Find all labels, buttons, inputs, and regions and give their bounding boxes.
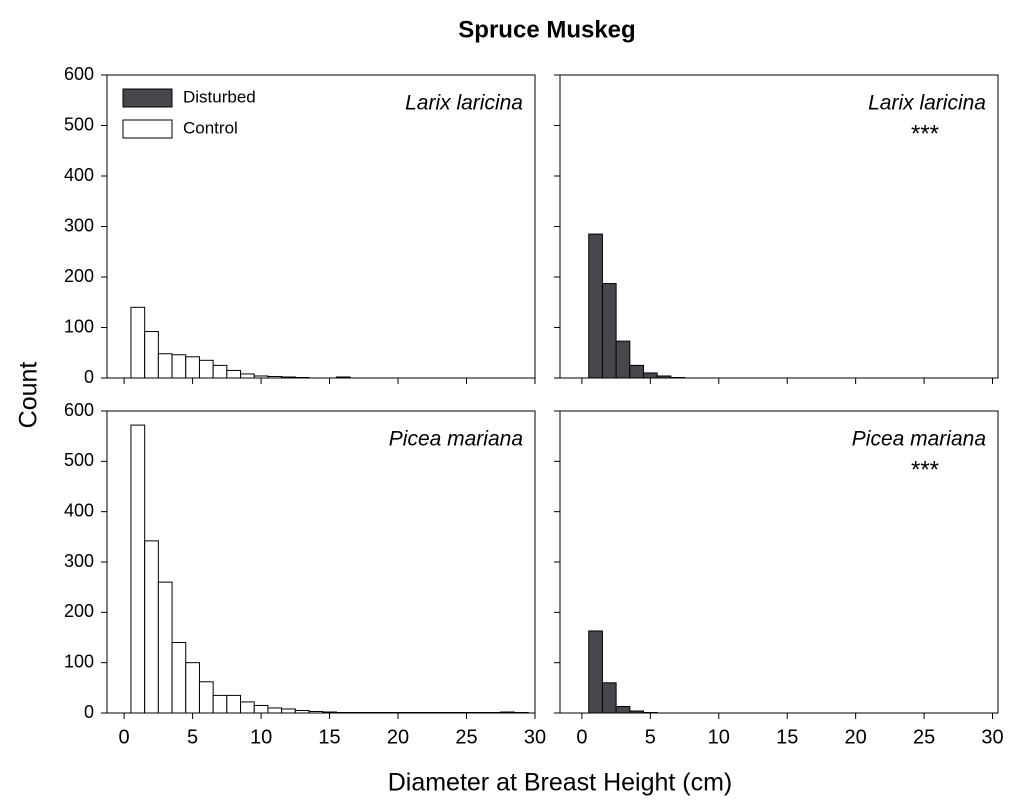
histogram-bar <box>130 306 146 379</box>
x-tick-label: 30 <box>981 726 1003 748</box>
y-tick-label: 600 <box>64 64 94 84</box>
histogram-bar <box>588 233 603 379</box>
histogram-bar <box>390 711 406 714</box>
histogram-bar <box>322 711 337 714</box>
histogram-bar <box>212 694 228 714</box>
histogram-bar <box>418 711 433 714</box>
histogram-bar <box>157 581 173 714</box>
x-tick-label: 5 <box>645 726 656 748</box>
histogram-bar <box>431 711 447 714</box>
histogram-bar <box>294 709 310 714</box>
histogram-bar <box>656 375 672 379</box>
histogram-bar <box>294 376 310 379</box>
histogram-bar <box>253 704 269 714</box>
histogram-bar <box>226 369 242 379</box>
histogram-bar <box>588 630 603 714</box>
panel-label: Larix laricina <box>405 92 523 115</box>
x-tick-label: 20 <box>387 726 409 748</box>
x-tick-label: 15 <box>318 726 340 748</box>
panel-label: Picea mariana <box>389 428 523 451</box>
x-axis-label: Diameter at Breast Height (cm) <box>388 769 733 797</box>
x-tick-label: 15 <box>776 726 798 748</box>
histogram-bar <box>459 711 474 714</box>
x-tick-label: 0 <box>576 726 587 748</box>
histogram-bar <box>267 375 283 379</box>
histogram-bar <box>642 372 658 379</box>
y-tick-label: 100 <box>64 651 94 671</box>
histogram-bar <box>349 711 365 714</box>
histogram-bar <box>226 694 242 714</box>
significance: *** <box>911 120 939 147</box>
histogram-bar <box>376 711 392 714</box>
histogram-bar <box>198 681 214 714</box>
x-tick-label: 5 <box>187 726 198 748</box>
y-tick-label: 600 <box>64 400 94 420</box>
histogram-bar <box>472 711 488 714</box>
y-tick-label: 200 <box>64 601 94 621</box>
histogram-bar <box>198 359 214 379</box>
histogram-bar <box>144 331 159 379</box>
histogram-bar <box>486 711 502 714</box>
histogram-bar <box>335 376 351 379</box>
x-tick-label: 25 <box>913 726 935 748</box>
histogram-bar <box>144 540 159 714</box>
x-tick-label: 0 <box>119 726 130 748</box>
legend-label: Control <box>183 118 238 137</box>
histogram-bar <box>615 340 631 379</box>
y-tick-label: 500 <box>64 114 94 134</box>
histogram-bar <box>601 283 617 379</box>
histogram-bar <box>335 711 351 714</box>
histogram-bar <box>642 711 658 714</box>
histogram-bar <box>240 701 255 714</box>
legend-label: Disturbed <box>183 87 256 106</box>
histogram-bar <box>185 356 200 379</box>
y-tick-label: 0 <box>84 367 94 387</box>
y-tick-label: 0 <box>84 702 94 722</box>
histogram-bar <box>445 711 461 714</box>
significance: *** <box>911 456 939 483</box>
histogram-bar <box>670 376 686 379</box>
histogram-bar <box>130 424 146 714</box>
histogram-bar <box>281 708 296 714</box>
y-tick-label: 200 <box>64 266 94 286</box>
x-tick-label: 10 <box>708 726 730 748</box>
histogram-bar <box>629 364 644 379</box>
histogram-bar <box>267 707 283 714</box>
y-tick-label: 300 <box>64 215 94 235</box>
x-tick-label: 30 <box>524 726 546 748</box>
histogram-bar <box>185 662 200 714</box>
histogram-bar <box>615 705 631 714</box>
histogram-bar <box>240 373 255 379</box>
histogram-bar <box>513 711 529 714</box>
histogram-bar <box>308 710 324 714</box>
x-tick-label: 10 <box>250 726 272 748</box>
panel-label: Picea mariana <box>852 428 986 451</box>
y-tick-label: 400 <box>64 500 94 520</box>
legend-swatch <box>122 88 173 108</box>
histogram-bar <box>212 364 228 379</box>
y-tick-label: 300 <box>64 551 94 571</box>
histogram-bar <box>500 711 515 714</box>
histogram-bar <box>253 375 269 379</box>
histogram-bar <box>171 642 187 714</box>
y-tick-label: 400 <box>64 165 94 185</box>
y-tick-label: 100 <box>64 316 94 336</box>
y-tick-label: 500 <box>64 450 94 470</box>
histogram-bar <box>601 682 617 714</box>
x-tick-label: 25 <box>455 726 477 748</box>
x-tick-label: 20 <box>845 726 867 748</box>
chart-title: Spruce Muskeg <box>458 16 635 43</box>
legend-swatch <box>122 119 173 139</box>
histogram-bar <box>171 354 187 379</box>
histogram-bar <box>363 711 378 714</box>
histogram-bar <box>629 710 644 714</box>
panel-label: Larix laricina <box>868 92 986 115</box>
y-axis-label: Count <box>15 362 43 429</box>
histogram-bar <box>404 711 420 714</box>
histogram-bar <box>281 376 296 379</box>
histogram-bar <box>157 353 173 379</box>
